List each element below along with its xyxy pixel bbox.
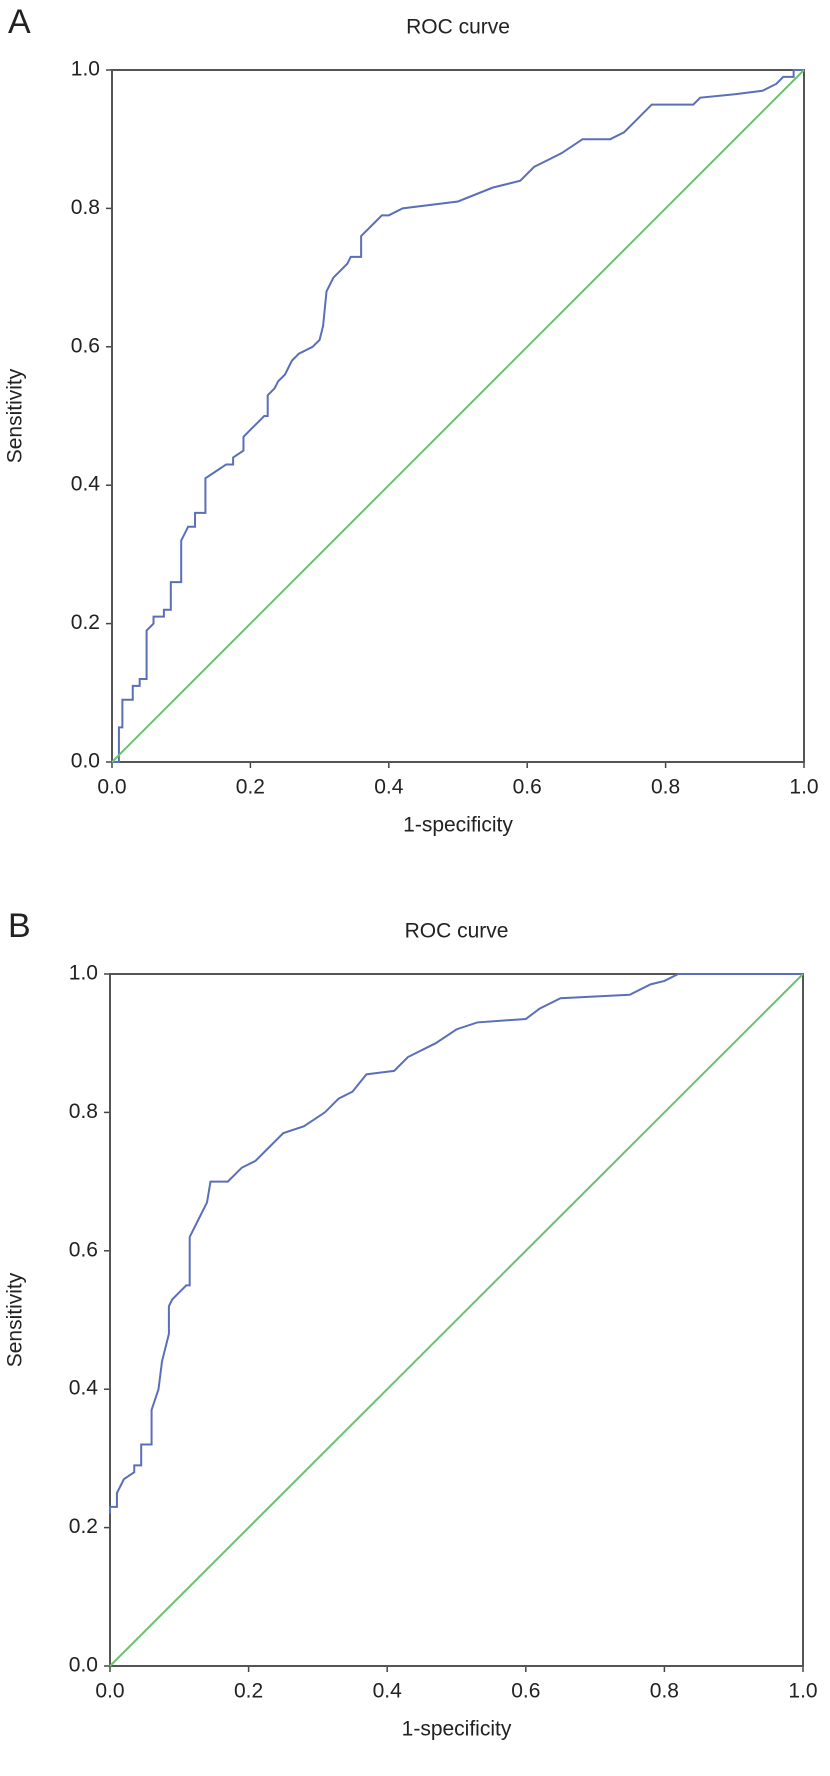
curve bbox=[109, 973, 803, 1514]
panel-label: B bbox=[8, 907, 31, 945]
x-tick-label: 0.2 bbox=[236, 776, 265, 799]
curve bbox=[111, 69, 805, 763]
x-tick-label: 1.0 bbox=[788, 1680, 817, 1703]
x-tick-label: 0.6 bbox=[513, 776, 542, 799]
y-tick-label: 1.0 bbox=[69, 962, 98, 985]
chart-title: ROC curve bbox=[405, 920, 509, 943]
y-tick-label: 0.2 bbox=[69, 1515, 98, 1538]
chart-title: ROC curve bbox=[406, 16, 510, 39]
x-tick-label: 0.6 bbox=[511, 1680, 540, 1703]
x-tick-label: 0.2 bbox=[234, 1680, 263, 1703]
x-tick-label: 0.4 bbox=[373, 1680, 403, 1703]
y-tick-label: 0.0 bbox=[69, 1654, 98, 1677]
x-tick-label: 0.4 bbox=[374, 776, 404, 799]
y-tick-label: 0.2 bbox=[71, 611, 100, 634]
x-tick-label: 0.0 bbox=[97, 776, 126, 799]
y-tick-label: 1.0 bbox=[71, 58, 100, 81]
y-axis-label: Sensitivity bbox=[4, 1272, 27, 1367]
y-axis-label: Sensitivity bbox=[4, 368, 27, 463]
y-tick-label: 0.6 bbox=[71, 334, 100, 357]
x-tick-label: 0.8 bbox=[651, 776, 680, 799]
curve bbox=[112, 69, 804, 763]
x-axis-label: 1-specificity bbox=[403, 814, 513, 837]
y-tick-label: 0.4 bbox=[71, 473, 101, 496]
curve bbox=[109, 973, 804, 1667]
panel-label: A bbox=[8, 3, 31, 41]
y-tick-label: 0.0 bbox=[71, 750, 100, 773]
x-tick-label: 0.8 bbox=[650, 1680, 679, 1703]
y-tick-label: 0.6 bbox=[69, 1238, 98, 1261]
y-tick-label: 0.4 bbox=[69, 1377, 99, 1400]
x-tick-label: 1.0 bbox=[789, 776, 818, 799]
x-axis-label: 1-specificity bbox=[402, 1718, 512, 1741]
x-tick-label: 0.0 bbox=[95, 1680, 124, 1703]
plot-frame bbox=[111, 69, 805, 763]
plot-frame bbox=[109, 973, 804, 1667]
y-tick-label: 0.8 bbox=[71, 196, 100, 219]
y-tick-label: 0.8 bbox=[69, 1100, 98, 1123]
